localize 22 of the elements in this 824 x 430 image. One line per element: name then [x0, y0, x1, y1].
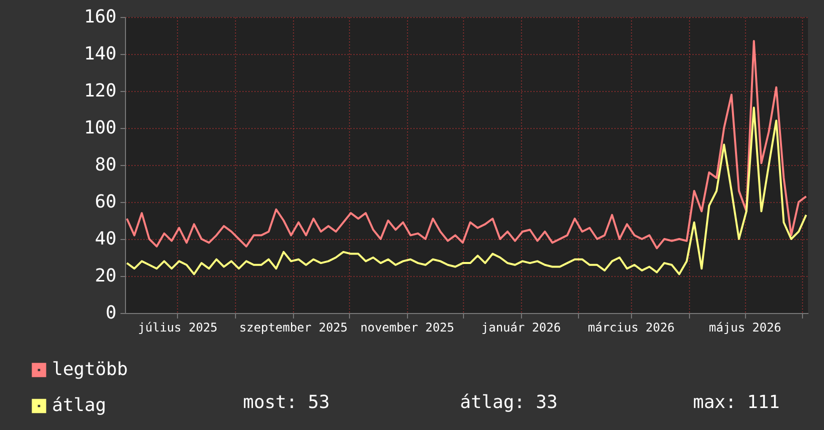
y-tick-label: 0: [106, 302, 116, 324]
text: most: 53: [243, 392, 330, 413]
y-tick-label: 40: [94, 228, 116, 250]
x-tick-label: szeptember 2025: [239, 320, 348, 334]
line-series: [126, 40, 808, 250]
x-tick-label: január 2026: [481, 320, 561, 334]
y-tick-label: 60: [94, 192, 116, 212]
line-series: [126, 106, 808, 276]
x-tick-label: május 2026: [708, 320, 782, 334]
y-tick-label: 160: [84, 6, 116, 28]
x-tick-label: november 2025: [360, 320, 454, 334]
x-tick-label: július 2025: [138, 320, 218, 334]
y-tick-label: 120: [84, 80, 116, 102]
legend-label: átlag: [52, 395, 106, 416]
y-tick-label: 100: [84, 118, 116, 138]
y-tick-label: 20: [94, 266, 116, 286]
text: max: 111: [693, 392, 780, 413]
text: átlag: 33: [460, 392, 558, 413]
legend-label: legtöbb: [52, 359, 128, 380]
x-tick-label: március 2026: [588, 320, 675, 334]
y-tick-label: 80: [94, 154, 116, 176]
y-tick-label: 140: [84, 44, 116, 64]
